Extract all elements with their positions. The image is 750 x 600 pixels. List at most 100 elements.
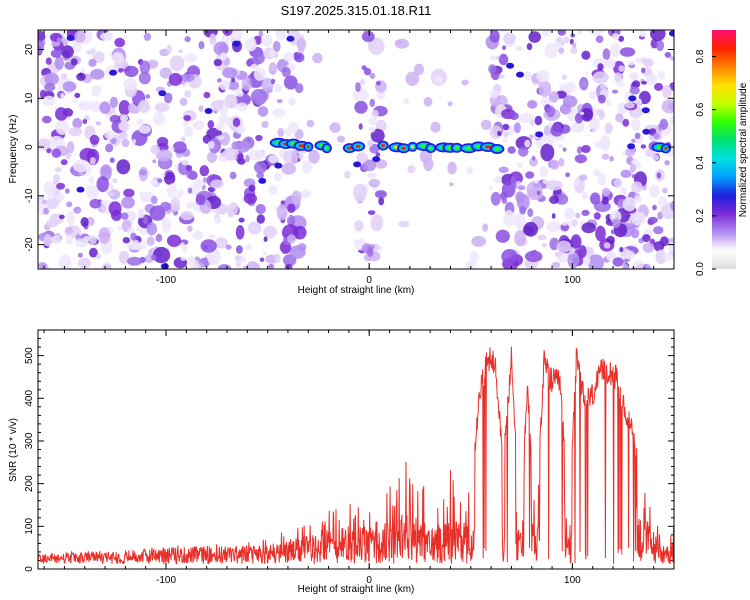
spectrogram-noise-blob [172,141,187,154]
spectrogram-noise-blob [592,168,601,177]
spectrogram-noise-blob [170,198,181,211]
spectrogram-noise-blob [85,184,99,199]
spectrogram-noise-blob [51,148,62,158]
spectrogram-noise-blob [164,92,173,104]
spectrogram-noise-blob [138,169,148,176]
spectrogram-noise-blob [235,225,245,240]
spectrogram-noise-blob [219,52,227,61]
spectrogram-noise-blob [546,221,561,233]
spectrogram-noise-blob [236,245,243,254]
spectrogram-noise-blob [363,67,372,76]
spectrogram-noise-blob [516,71,524,78]
spectrogram-noise-blob [513,122,521,134]
spectrogram-noise-blob [580,107,594,122]
spectrogram-noise-blob [405,71,420,87]
spectrogram-noise-blob [312,52,323,64]
spectrogram-noise-blob [563,36,570,43]
spectrogram-noise-blob [50,235,62,244]
spectrogram-noise-blob [498,166,509,173]
spectrogram-noise-blob [273,172,282,182]
spectrogram-noise-blob [565,172,570,178]
spectrogram-noise-blob [612,257,624,267]
spectrogram-noise-blob [261,35,273,47]
spectrogram-noise-blob [664,51,672,58]
spectrogram-noise-blob [114,37,126,48]
spectrogram-noise-blob [241,77,253,91]
spectrogram-noise-blob [523,221,539,237]
spectrogram-noise-blob [597,63,604,71]
spectrogram-noise-blob [234,255,242,262]
spectrogram-noise-blob [640,144,647,149]
spectrogram-noise-blob [248,184,256,192]
spectrogram-noise-blob [517,147,529,157]
spectrogram-noise-blob [497,130,502,136]
spectrogram-noise-blob [250,63,258,70]
spectrogram-noise-blob [179,97,188,106]
spectrogram-noise-blob [645,73,657,85]
spectrogram-noise-blob [578,245,587,258]
spectrogram-noise-blob [531,155,536,161]
spectrogram-noise-blob [276,99,283,104]
spectrogram-y-axis-label: Frequency (Hz) [8,115,19,184]
spectrogram-noise-blob [187,187,193,194]
spectrogram-noise-blob [546,105,556,118]
spectrogram-noise-blob [275,30,287,41]
spectrogram-noise-blob [360,79,365,85]
spectrogram-signal-blob [325,146,329,150]
spectrogram-noise-blob [503,210,515,227]
spectrogram-noise-blob [44,72,59,86]
spectrogram-noise-blob [618,65,626,72]
colorbar-gradient [712,30,736,269]
spectrogram-noise-blob [161,172,166,178]
spectrogram-noise-blob [588,90,597,100]
spectrogram-noise-blob [248,149,266,161]
spectrogram-noise-blob [68,127,83,137]
spectrogram-noise-blob [465,260,477,269]
spectrogram-noise-blob [502,137,508,143]
spectrogram-noise-blob [145,94,151,99]
spectrogram-noise-blob [595,225,606,242]
spectrogram-noise-blob [362,159,377,172]
y-tick-label: 10 [24,92,35,104]
spectrogram-noise-blob [599,114,604,121]
colorbar-tick-label: 0.2 [695,209,706,223]
spectrogram-noise-blob [664,160,670,166]
spectrogram-noise-blob [633,259,644,269]
spectrogram-noise-blob [542,30,552,37]
spectrogram-noise-blob [72,117,83,129]
spectrogram-noise-blob [601,187,611,197]
spectrogram-noise-blob [150,254,157,261]
spectrogram-noise-blob [658,196,668,207]
spectrogram-noise-blob [642,234,651,243]
y-tick-label: 100 [24,518,35,535]
spectrogram-noise-blob [495,229,510,243]
spectrogram-noise-blob [567,251,580,269]
spectrogram-noise-blob [152,111,166,126]
spectrogram-noise-blob [579,174,588,181]
spectrogram-noise-blob [662,85,672,99]
spectrogram-noise-blob [535,131,544,138]
spectrogram-noise-blob [110,137,117,145]
spectrogram-noise-blob [529,157,538,167]
spectrogram-noise-blob [602,48,611,61]
spectrogram-noise-blob [222,147,240,161]
spectrogram-noise-blob [272,40,281,53]
spectrogram-noise-blob [629,86,640,95]
spectrogram-noise-blob [447,161,457,175]
spectrogram-noise-blob [287,214,296,227]
spectrogram-noise-blob [210,100,224,112]
spectrogram-noise-blob [243,193,257,204]
spectrogram-noise-blob [642,128,651,135]
spectrogram-noise-blob [103,32,114,41]
spectrogram-noise-blob [588,30,604,36]
spectrogram-noise-blob [549,195,560,204]
spectrogram-noise-blob [143,32,152,41]
spectrogram-noise-blob [189,259,200,269]
spectrogram-noise-blob [501,30,507,33]
spectrogram-noise-blob [581,209,590,216]
spectrogram-noise-blob [576,30,583,35]
spectrogram-noise-blob [524,139,531,148]
spectrogram-noise-blob [181,136,186,142]
spectrogram-noise-blob [537,234,547,241]
